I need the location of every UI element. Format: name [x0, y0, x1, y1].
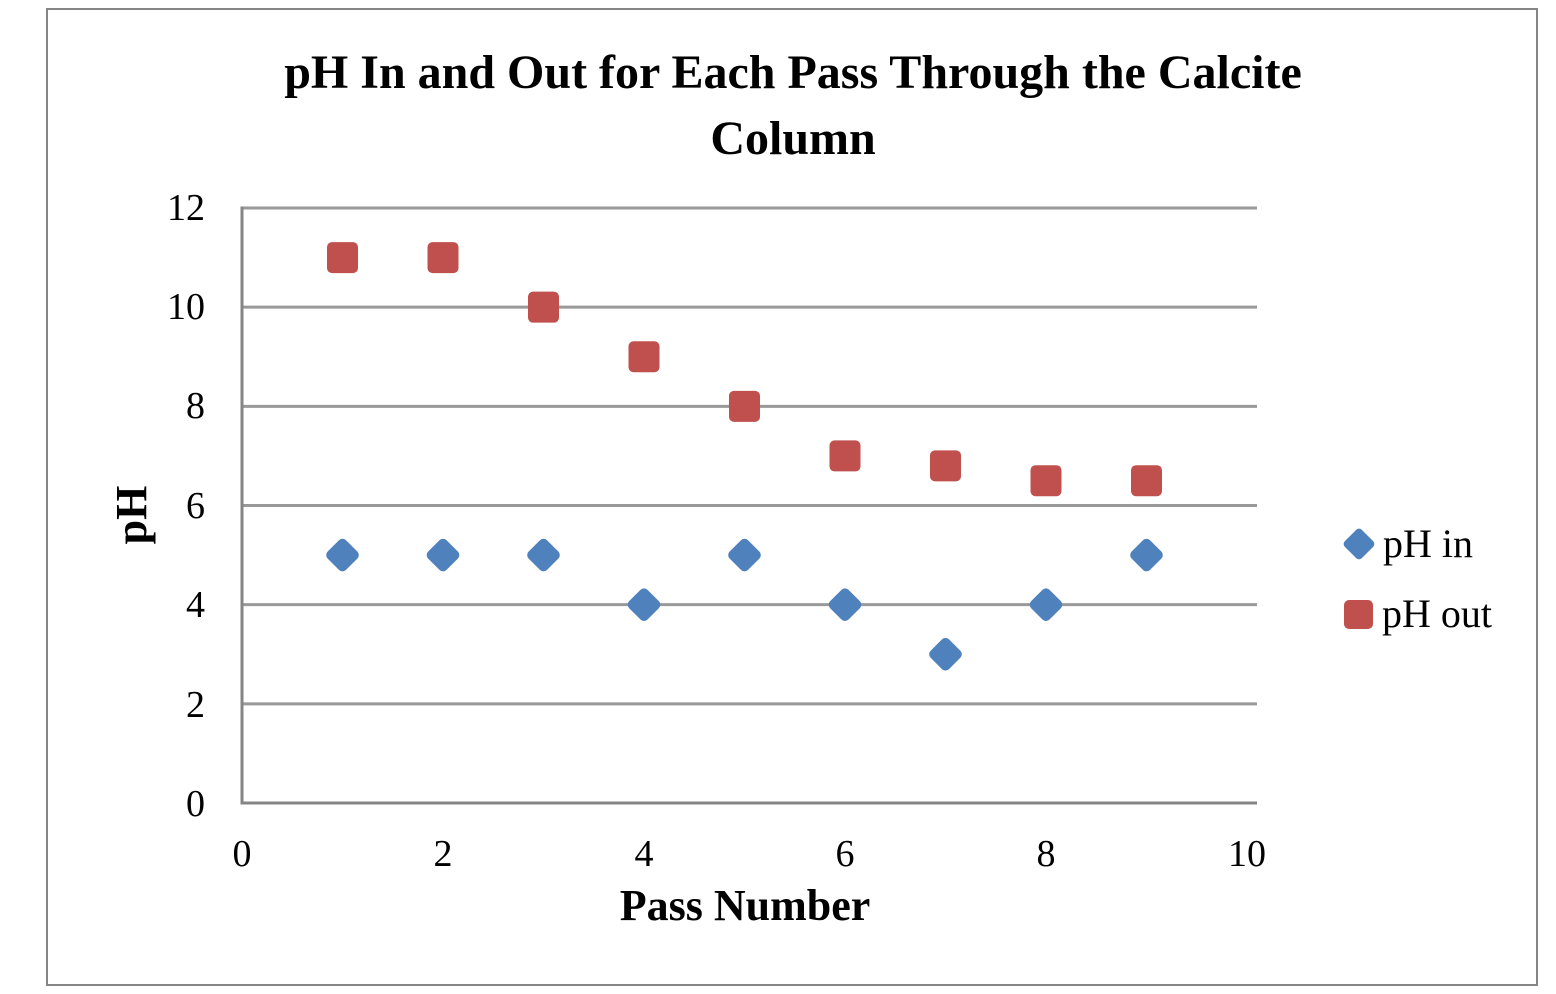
ph-in-diamond-icon	[1342, 527, 1376, 561]
y-tick-label: 0	[186, 783, 205, 825]
marker-ph-in	[1130, 538, 1163, 572]
marker-ph-out	[930, 450, 961, 482]
x-tick-label: 10	[1228, 833, 1266, 875]
chart-title: pH In and Out for Each Pass Through the …	[284, 46, 1302, 165]
y-tick-label: 12	[167, 187, 205, 229]
marker-ph-in	[1029, 588, 1063, 621]
marker-ph-in	[929, 637, 962, 671]
ph-out-square-icon	[1344, 599, 1373, 629]
marker-ph-out	[1030, 465, 1062, 497]
x-tick-label: 6	[835, 833, 855, 875]
marker-ph-out	[628, 341, 660, 373]
marker-ph-out	[528, 291, 559, 323]
y-tick-label: 4	[186, 584, 205, 626]
marker-ph-in	[828, 588, 862, 621]
marker-ph-out	[1131, 465, 1162, 497]
x-tick-label: 4	[634, 833, 654, 875]
marker-ph-out	[327, 242, 358, 274]
legend-item-ph-out: pH out	[1342, 592, 1492, 636]
x-tick-label: 8	[1036, 833, 1056, 875]
marker-ph-out	[427, 242, 459, 274]
x-tick-label: 0	[232, 833, 252, 875]
chart-area	[46, 8, 1538, 986]
marker-ph-in	[527, 538, 560, 572]
y-tick-label: 6	[186, 485, 205, 527]
marker-ph-in	[728, 538, 761, 572]
x-tick-label: 2	[433, 833, 453, 875]
marker-ph-out	[829, 440, 861, 472]
legend-label-ph-out: pH out	[1382, 591, 1492, 636]
marker-ph-in	[627, 588, 661, 621]
legend-label-ph-in: pH in	[1383, 521, 1473, 566]
marker-ph-in	[326, 538, 359, 572]
y-tick-label: 8	[186, 385, 205, 427]
marker-ph-in	[426, 538, 460, 572]
y-tick-label: 2	[186, 684, 205, 726]
y-tick-label: 10	[167, 286, 205, 328]
marker-ph-out	[729, 390, 760, 422]
x-axis-title: Pass Number	[619, 881, 871, 930]
legend-item-ph-in: pH in	[1342, 522, 1473, 566]
